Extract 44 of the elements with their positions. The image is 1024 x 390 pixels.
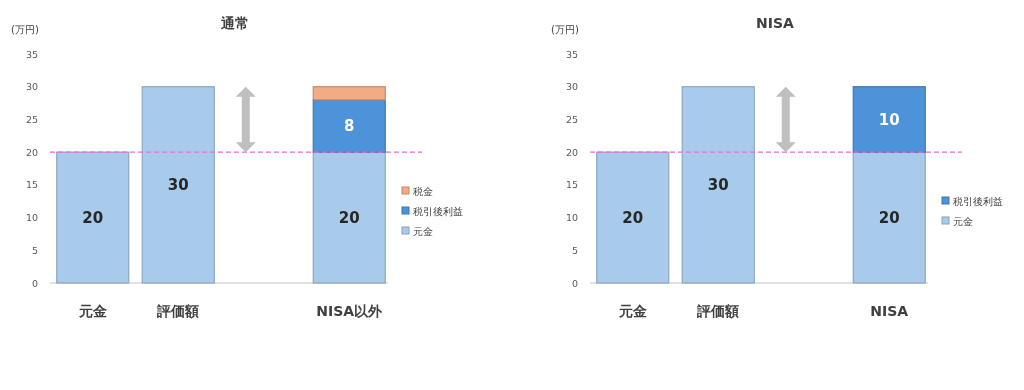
y-tick-label: 0 xyxy=(571,277,578,289)
x-tick-label: NISA以外 xyxy=(316,303,384,319)
bar xyxy=(312,86,386,101)
x-tick-label: 評価額 xyxy=(156,303,200,319)
y-tick-label: 20 xyxy=(25,146,38,158)
legend-label: 税金 xyxy=(413,186,433,197)
legend-label: 税引後利益 xyxy=(413,206,463,217)
y-tick-label: 10 xyxy=(25,212,38,224)
data-label: 20 xyxy=(338,209,360,228)
bar xyxy=(312,99,386,153)
y-tick-label: 20 xyxy=(565,146,578,158)
x-tick-label: NISA xyxy=(870,303,909,319)
data-label: 20 xyxy=(82,209,104,228)
y-tick-label: 35 xyxy=(565,48,578,60)
legend-label: 税引後利益 xyxy=(953,196,1003,207)
bar xyxy=(56,151,130,284)
y-tick-label: 5 xyxy=(571,244,578,256)
bar xyxy=(141,86,215,284)
bar xyxy=(312,151,386,284)
data-label: 20 xyxy=(878,209,900,228)
y-tick-label: 30 xyxy=(565,81,578,93)
x-tick-label: 評価額 xyxy=(696,303,740,319)
y-tick-label: 30 xyxy=(25,81,38,93)
y-tick-label: 25 xyxy=(25,113,38,125)
y-tick-label: 0 xyxy=(31,277,38,289)
chart-title: NISA xyxy=(756,15,795,31)
y-tick-label: 15 xyxy=(25,179,38,191)
data-label: 30 xyxy=(167,176,189,195)
y-tick-label: 5 xyxy=(31,244,38,256)
chart-title: 通常 xyxy=(220,15,249,31)
y-tick-label: 15 xyxy=(565,179,578,191)
data-label: 8 xyxy=(344,117,355,136)
y-axis-title: (万円) xyxy=(551,24,579,35)
x-tick-label: 元金 xyxy=(617,303,648,319)
y-tick-label: 25 xyxy=(565,113,578,125)
x-tick-label: 元金 xyxy=(77,303,108,319)
y-tick-label: 10 xyxy=(565,212,578,224)
legend-label: 元金 xyxy=(413,226,433,237)
data-label: 10 xyxy=(878,110,900,129)
data-label: 20 xyxy=(622,209,644,228)
y-tick-label: 35 xyxy=(25,48,38,60)
data-label: 30 xyxy=(707,176,729,195)
legend-label: 元金 xyxy=(953,216,973,227)
y-axis-title: (万円) xyxy=(11,24,39,35)
